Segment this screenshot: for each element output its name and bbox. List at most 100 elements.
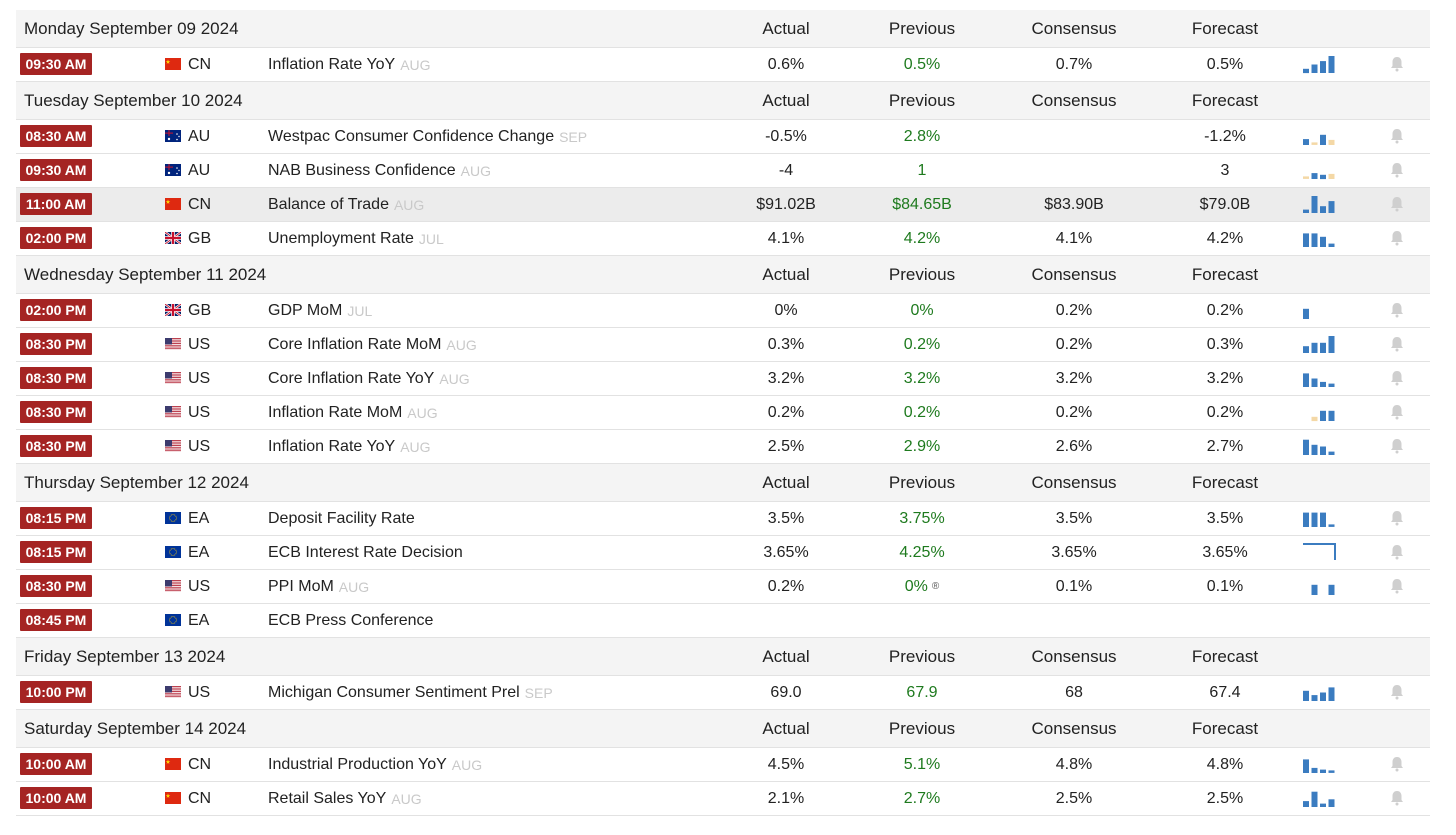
bell-icon[interactable]: [1388, 55, 1406, 73]
event-name[interactable]: Unemployment Rate JUL: [268, 222, 444, 255]
event-name[interactable]: Balance of Trade AUG: [268, 188, 424, 221]
event-name[interactable]: Inflation Rate MoM AUG: [268, 396, 438, 429]
sparkline-chart[interactable]: [1302, 160, 1338, 180]
bell-icon[interactable]: [1388, 789, 1406, 807]
event-name[interactable]: Inflation Rate YoY AUG: [268, 48, 431, 81]
previous-value: 1: [878, 154, 966, 187]
event-name[interactable]: Core Inflation Rate MoM AUG: [268, 328, 477, 361]
country-code: CN: [188, 195, 212, 213]
bell-icon[interactable]: [1388, 437, 1406, 455]
sparkline-chart[interactable]: [1302, 682, 1338, 702]
event-row[interactable]: 09:30 AM AU NAB Business Confidence AUG -4 1 3: [16, 154, 1430, 188]
reference-period: AUG: [391, 790, 422, 807]
sparkline-chart[interactable]: [1302, 754, 1338, 774]
event-row[interactable]: 08:45 PM EA ECB Press Conference: [16, 604, 1430, 638]
sparkline-bar: [1328, 799, 1335, 807]
event-name[interactable]: Industrial Production YoY AUG: [268, 748, 482, 781]
actual-value: 4.1%: [767, 229, 805, 247]
bell-icon[interactable]: [1388, 161, 1406, 179]
bell-icon[interactable]: [1388, 683, 1406, 701]
sparkline-bar: [1303, 209, 1309, 213]
country-code: US: [188, 437, 211, 455]
country-code: US: [188, 403, 211, 421]
time-badge: 08:30 PM: [20, 435, 92, 457]
bell-icon[interactable]: [1388, 195, 1406, 213]
previous-value: $84.65B: [878, 188, 966, 221]
bell-icon[interactable]: [1388, 403, 1406, 421]
column-header-previous: Previous: [888, 646, 956, 666]
consensus-value: 2.6%: [1055, 437, 1093, 455]
actual-value: 3.65%: [763, 543, 809, 561]
consensus-value: 3.2%: [1055, 369, 1093, 387]
reference-period: AUG: [460, 162, 491, 179]
event-name[interactable]: Retail Sales YoY AUG: [268, 782, 422, 815]
us-flag-icon: [165, 440, 181, 452]
event-row[interactable]: 09:30 AM CN Inflation Rate YoY AUG 0.6% 0.5% 0…: [16, 48, 1430, 82]
event-name[interactable]: ECB Press Conference: [268, 604, 433, 637]
event-name[interactable]: Michigan Consumer Sentiment Prel SEP: [268, 676, 553, 709]
time-badge: 08:30 AM: [20, 125, 92, 147]
column-header-actual: Actual: [762, 646, 810, 666]
event-row[interactable]: 02:00 PM GB Unemployment Rate JUL 4.1% 4.2% 4.…: [16, 222, 1430, 256]
sparkline-chart[interactable]: [1302, 300, 1338, 320]
event-name[interactable]: GDP MoM JUL: [268, 294, 372, 327]
event-row[interactable]: 08:30 PM US PPI MoM AUG 0.2% 0% ® 0.1% 0.1%: [16, 570, 1430, 604]
sparkline-bar: [1311, 767, 1318, 773]
sparkline-chart[interactable]: [1302, 368, 1338, 388]
column-header-previous: Previous: [888, 472, 956, 492]
bell-icon[interactable]: [1388, 755, 1406, 773]
sparkline-chart[interactable]: [1302, 54, 1338, 74]
bell-icon[interactable]: [1388, 369, 1406, 387]
sparkline-bar: [1311, 416, 1318, 422]
forecast-value: 2.7%: [1206, 437, 1244, 455]
sparkline-chart[interactable]: [1302, 436, 1338, 456]
bell-icon[interactable]: [1388, 543, 1406, 561]
bell-icon[interactable]: [1388, 577, 1406, 595]
country-code: US: [188, 577, 211, 595]
bell-icon[interactable]: [1388, 509, 1406, 527]
sparkline-chart[interactable]: [1302, 126, 1338, 146]
actual-value: -0.5%: [765, 127, 807, 145]
event-row[interactable]: 10:00 PM US Michigan Consumer Sentiment Pr…: [16, 676, 1430, 710]
sparkline-chart[interactable]: [1302, 228, 1338, 248]
country-code: US: [188, 369, 211, 387]
bell-icon[interactable]: [1388, 301, 1406, 319]
sparkline-chart[interactable]: [1302, 542, 1338, 562]
sparkline-chart[interactable]: [1302, 402, 1338, 422]
event-row[interactable]: 08:30 AM AU Westpac Consumer Confidence Ch…: [16, 120, 1430, 154]
column-header-actual: Actual: [762, 264, 810, 284]
event-row[interactable]: 08:30 PM US Inflation Rate YoY AUG 2.5% 2.9% 2…: [16, 430, 1430, 464]
sparkline-bar: [1311, 142, 1318, 145]
sparkline-chart[interactable]: [1302, 788, 1338, 808]
bell-icon[interactable]: [1388, 335, 1406, 353]
previous-value-text: 3.75%: [899, 509, 945, 527]
event-row[interactable]: 10:00 AM CN Industrial Production YoY AUG 4.…: [16, 748, 1430, 782]
day-title: Tuesday September 10 2024: [24, 90, 243, 110]
event-name[interactable]: Inflation Rate YoY AUG: [268, 430, 431, 463]
event-name[interactable]: Westpac Consumer Confidence Change SEP: [268, 120, 587, 153]
sparkline-chart[interactable]: [1302, 576, 1338, 596]
event-name[interactable]: Deposit Facility Rate: [268, 502, 415, 535]
bell-icon[interactable]: [1388, 229, 1406, 247]
column-header-forecast: Forecast: [1191, 18, 1259, 38]
event-name[interactable]: PPI MoM AUG: [268, 570, 369, 603]
sparkline-bar: [1303, 801, 1309, 807]
event-row[interactable]: 10:00 AM CN Retail Sales YoY AUG 2.1% 2.7% 2.5…: [16, 782, 1430, 816]
sparkline-chart[interactable]: [1302, 334, 1338, 354]
sparkline-chart[interactable]: [1302, 194, 1338, 214]
bell-icon[interactable]: [1388, 127, 1406, 145]
event-row[interactable]: 08:30 PM US Core Inflation Rate YoY AUG 3.2%…: [16, 362, 1430, 396]
day-header: Tuesday September 10 2024 Actual Previous C…: [16, 82, 1430, 120]
sparkline-chart[interactable]: [1302, 508, 1338, 528]
actual-value: $91.02B: [756, 195, 816, 213]
event-row[interactable]: 08:30 PM US Inflation Rate MoM AUG 0.2% 0.2% 0…: [16, 396, 1430, 430]
event-name[interactable]: ECB Interest Rate Decision: [268, 536, 463, 569]
event-row[interactable]: 08:30 PM US Core Inflation Rate MoM AUG 0.3%…: [16, 328, 1430, 362]
event-row[interactable]: 02:00 PM GB GDP MoM JUL 0% 0% 0.2% 0.2%: [16, 294, 1430, 328]
event-row[interactable]: 08:15 PM EA Deposit Facility Rate 3.5% 3.75%…: [16, 502, 1430, 536]
forecast-value: [1180, 604, 1270, 637]
event-row[interactable]: 08:15 PM EA ECB Interest Rate Decision 3.65…: [16, 536, 1430, 570]
event-row[interactable]: 11:00 AM CN Balance of Trade AUG $91.02B $84.…: [16, 188, 1430, 222]
event-name[interactable]: Core Inflation Rate YoY AUG: [268, 362, 470, 395]
event-name[interactable]: NAB Business Confidence AUG: [268, 154, 491, 187]
